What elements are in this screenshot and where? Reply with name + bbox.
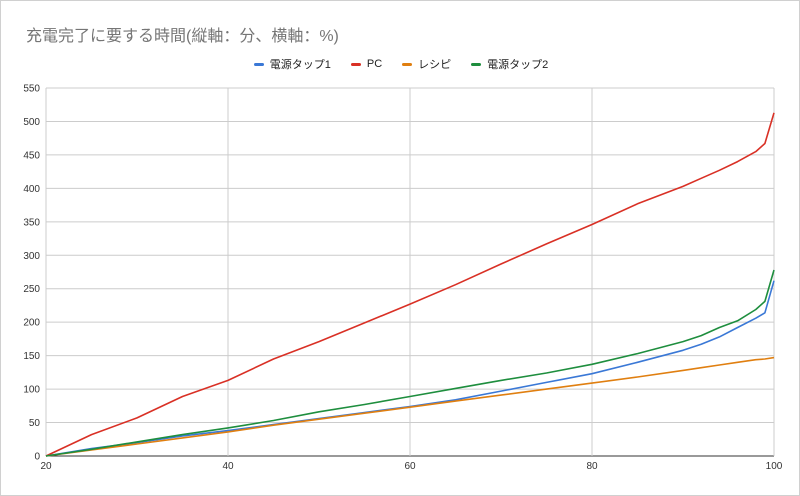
y-tick-label: 500 bbox=[23, 117, 40, 128]
legend-item: 電源タップ2 bbox=[471, 56, 548, 72]
legend-label: 電源タップ2 bbox=[487, 59, 549, 71]
legend-label: レシピ bbox=[418, 59, 452, 71]
legend-swatch bbox=[471, 62, 482, 66]
series-line bbox=[45, 356, 775, 457]
y-tick-label: 400 bbox=[23, 184, 40, 195]
legend-item: PC bbox=[350, 56, 383, 72]
legend-swatch bbox=[350, 62, 361, 66]
y-tick-label: 100 bbox=[23, 385, 40, 396]
y-tick-label: 450 bbox=[23, 150, 40, 161]
chart-title: 充電完了に要する時間(縦軸：分、横軸：%) bbox=[26, 28, 339, 45]
y-tick-label: 300 bbox=[23, 251, 40, 262]
legend-item: 電源タップ1 bbox=[253, 56, 331, 72]
x-tick-label: 60 bbox=[404, 461, 416, 472]
legend-label: PC bbox=[366, 58, 383, 70]
legend-swatch bbox=[402, 62, 413, 66]
legend-label: 電源タップ1 bbox=[269, 59, 331, 71]
chart-legend: 電源タップ1 PC レシピ 電源タップ2 bbox=[1, 56, 800, 72]
y-tick-label: 150 bbox=[23, 351, 40, 362]
legend-swatch bbox=[253, 62, 264, 66]
x-tick-label: 80 bbox=[586, 461, 598, 472]
y-tick-label: 350 bbox=[23, 217, 40, 228]
y-tick-label: 550 bbox=[23, 84, 40, 95]
series-line bbox=[45, 269, 775, 457]
x-tick-label: 100 bbox=[766, 461, 783, 472]
series-line bbox=[45, 112, 775, 457]
x-tick-label: 20 bbox=[40, 461, 52, 472]
y-tick-label: 0 bbox=[34, 452, 40, 463]
y-tick-label: 50 bbox=[29, 418, 41, 429]
legend-item: レシピ bbox=[402, 56, 451, 72]
series-line bbox=[45, 280, 775, 457]
y-tick-label: 200 bbox=[23, 318, 40, 329]
y-tick-label: 250 bbox=[23, 284, 40, 295]
x-tick-label: 40 bbox=[222, 461, 234, 472]
